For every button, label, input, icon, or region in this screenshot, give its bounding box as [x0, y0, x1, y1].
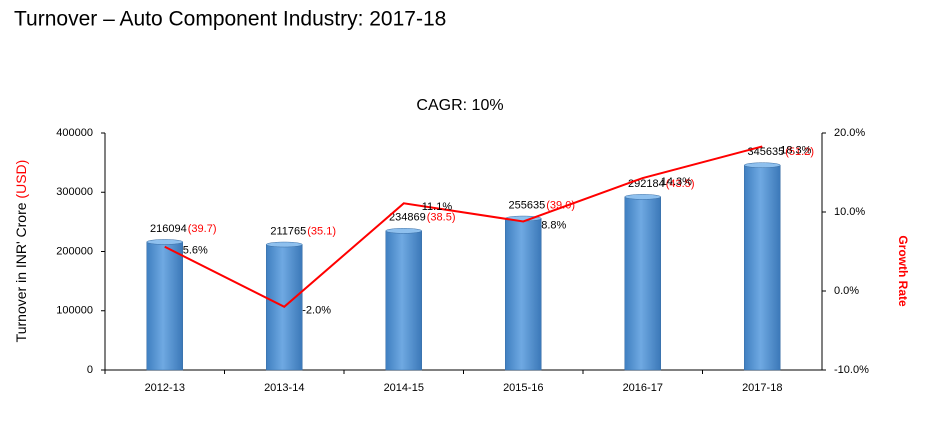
y2-axis-label: Growth Rate: [896, 235, 910, 307]
bar-top: [624, 194, 661, 200]
y2-tick-label: -10.0%: [834, 364, 869, 376]
growth-label: 11.1%: [422, 201, 453, 213]
y-tick-label: 300000: [56, 186, 93, 198]
growth-label: 5.6%: [183, 245, 208, 257]
growth-label: 18.3%: [780, 144, 811, 156]
y-tick-label: 100000: [56, 305, 93, 317]
bar: [624, 196, 661, 371]
bar: [146, 241, 183, 371]
y-tick-label: 0: [87, 364, 93, 376]
page-title: Turnover – Auto Component Industry: 2017…: [14, 8, 446, 31]
bar-value-label: 292184: [628, 178, 665, 190]
y-axis-label-text: Turnover in INR' Crore: [13, 202, 29, 342]
usd-label: (51.2): [785, 146, 814, 158]
bar-top: [385, 228, 422, 234]
bar-value-label: 255635: [509, 199, 546, 211]
bar-top: [744, 162, 781, 168]
y-axis-label-unit: (USD): [13, 160, 29, 199]
bar-top: [146, 239, 183, 245]
growth-line: [164, 145, 763, 308]
chart-subtitle: CAGR: 10%: [416, 97, 503, 114]
bar-value-label: 216094: [150, 223, 187, 235]
bar: [385, 230, 422, 371]
x-tick-label: 2014-15: [384, 382, 424, 394]
x-tick-label: 2017-18: [742, 382, 782, 394]
y-tick-label: 200000: [56, 245, 93, 257]
x-tick-label: 2015-16: [503, 382, 543, 394]
x-tick-label: 2016-17: [623, 382, 663, 394]
y-axis-label: Turnover in INR' Crore (USD): [13, 160, 29, 343]
bar: [505, 218, 542, 371]
growth-label: -2.0%: [302, 305, 331, 317]
y-tick-label: 400000: [56, 127, 93, 139]
growth-label: 8.8%: [541, 219, 566, 231]
bar: [744, 164, 781, 371]
x-tick-label: 2012-13: [145, 382, 185, 394]
growth-label: 14.3%: [661, 176, 692, 188]
usd-label: (38.5): [427, 212, 456, 224]
x-tick-label: 2013-14: [264, 382, 304, 394]
y2-tick-label: 10.0%: [834, 206, 865, 218]
usd-label: (39.0): [546, 199, 575, 211]
usd-label: (43.5): [666, 178, 695, 190]
usd-label: (39.7): [188, 223, 217, 235]
bar-value-label: 345635: [748, 146, 785, 158]
y2-tick-label: 20.0%: [834, 127, 865, 139]
bar-value-label: 211765: [270, 225, 306, 237]
y2-tick-label: 0.0%: [834, 285, 859, 297]
bar-top: [266, 241, 303, 248]
usd-label: (35.1): [307, 225, 336, 237]
bar-value-label: 234869: [389, 212, 426, 224]
